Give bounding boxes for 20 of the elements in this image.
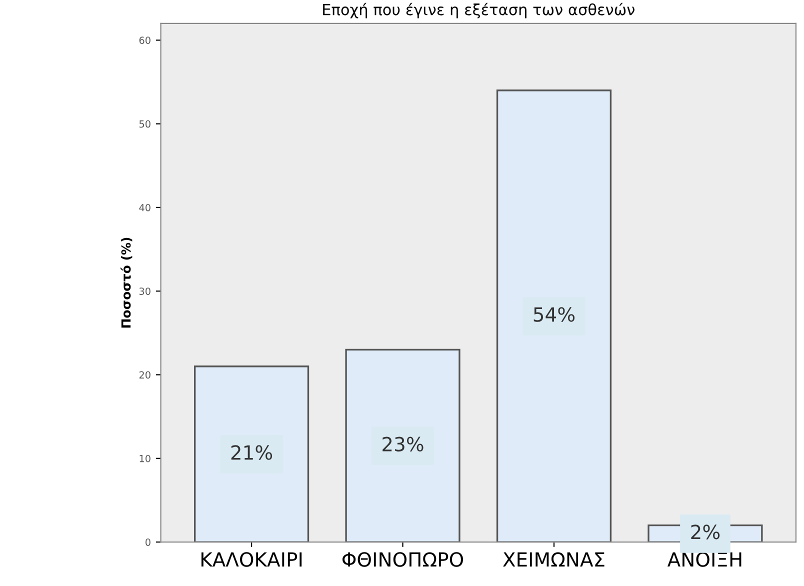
x-tick-label: ΧΕΙΜΩΝΑΣ bbox=[503, 552, 604, 567]
data-label: 21% bbox=[231, 445, 272, 460]
chart-title: Εποχή που έγινε η εξέταση των ασθενών bbox=[323, 2, 634, 18]
y-axis-title: Ποσοστό (%) bbox=[120, 238, 132, 328]
y-tick-label: 0 bbox=[146, 538, 150, 546]
data-label: 23% bbox=[382, 436, 424, 452]
bar bbox=[496, 90, 612, 542]
data-label: 54% bbox=[534, 307, 575, 322]
y-tick-label: 60 bbox=[139, 36, 150, 44]
bar bbox=[345, 348, 460, 542]
x-tick-label: ΦΘΙΝΟΠΩΡΟ bbox=[342, 552, 464, 567]
x-tick-label: ΑΝΟΙΞΗ bbox=[667, 552, 742, 567]
bar bbox=[194, 366, 310, 542]
y-tick-label: 30 bbox=[139, 288, 150, 295]
y-tick-label: 10 bbox=[140, 454, 150, 462]
y-tick-label: 40 bbox=[139, 204, 150, 212]
data-label: 2% bbox=[691, 524, 720, 540]
x-tick-label: ΚΑΛΟΚΑΙΡΙ bbox=[201, 552, 302, 567]
y-tick-label: 20 bbox=[139, 371, 150, 379]
y-tick-label: 50 bbox=[139, 120, 150, 128]
